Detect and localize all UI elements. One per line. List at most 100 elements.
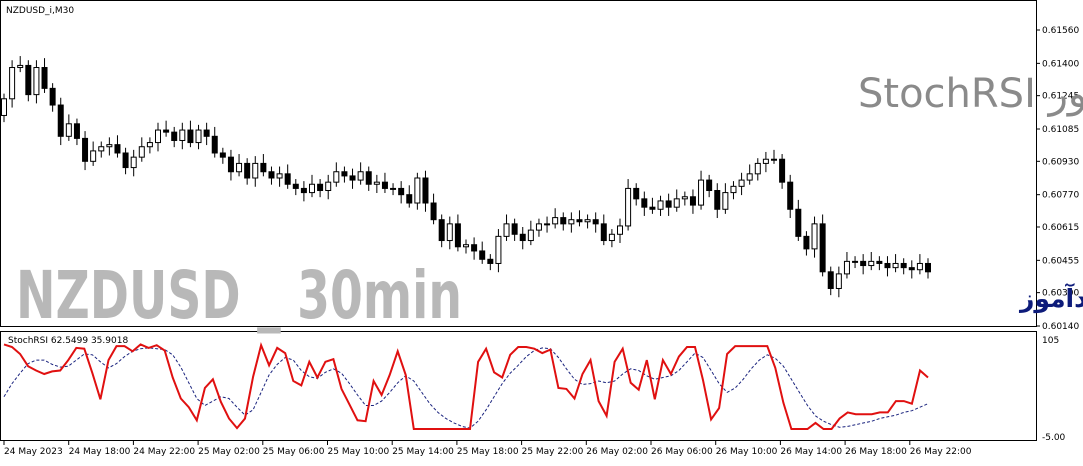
time-tick-label: 24 May 2023 xyxy=(4,447,63,457)
bear-candle xyxy=(900,258,907,275)
bear-candle xyxy=(260,154,267,177)
bull-candle xyxy=(495,229,502,273)
bull-candle xyxy=(698,170,705,210)
time-tick-label: 25 May 06:00 xyxy=(263,447,325,457)
bear-candle xyxy=(795,199,802,241)
bull-candle xyxy=(535,218,542,237)
bear-candle xyxy=(689,189,696,214)
bull-candle xyxy=(414,172,421,210)
bull-candle xyxy=(608,229,615,248)
bull-candle xyxy=(98,141,105,158)
price-tick-label: 0.61400 xyxy=(1042,59,1079,69)
bear-candle xyxy=(398,181,405,204)
bear-candle xyxy=(25,60,32,102)
time-tick-label: 25 May 02:00 xyxy=(198,447,260,457)
bear-candle xyxy=(714,183,721,219)
bull-candle xyxy=(657,195,664,216)
bear-candle xyxy=(187,120,194,148)
bear-candle xyxy=(292,179,299,196)
bull-candle xyxy=(527,220,534,246)
bull-candle xyxy=(195,124,202,150)
bear-candle xyxy=(633,183,640,206)
bull-candle xyxy=(138,137,145,162)
candlestick-series xyxy=(1,56,931,298)
time-axis: 24 May 2023 24 May 18:00 24 May 22:00 25 Ma… xyxy=(3,441,972,457)
bear-candle xyxy=(268,166,275,185)
bull-candle xyxy=(568,212,575,233)
bear-candle xyxy=(925,258,931,279)
stochrsi-lines xyxy=(3,341,929,430)
bear-candle xyxy=(479,241,486,264)
publisher-note: انتشار در سایت سودآموز xyxy=(1018,283,1083,314)
bull-candle xyxy=(730,181,737,200)
stochrsi-main-line xyxy=(3,341,929,430)
bull-candle xyxy=(65,114,72,141)
bear-candle xyxy=(57,97,64,146)
time-tick-label: 26 May 10:00 xyxy=(716,447,778,457)
bear-candle xyxy=(114,135,121,158)
price-tick-label: 0.61245 xyxy=(1042,92,1079,102)
price-axis: 0.61560 0.61400 0.61245 0.61085 0.60930 0.607… xyxy=(1036,26,1079,332)
price-tick-label: 0.61085 xyxy=(1042,125,1079,135)
bear-candle xyxy=(471,237,478,260)
bull-candle xyxy=(811,216,818,258)
bear-candle xyxy=(422,170,429,212)
bear-candle xyxy=(244,158,251,185)
bull-candle xyxy=(9,60,16,108)
bull-candle xyxy=(746,164,753,185)
bull-candle xyxy=(373,174,380,194)
symbol-watermark: NZDUSD _ 30min xyxy=(16,257,462,334)
bear-candle xyxy=(284,164,291,189)
bull-candle xyxy=(892,254,899,273)
bull-candle xyxy=(625,179,632,231)
indicator-scale-top: 105 xyxy=(1042,336,1059,346)
indicator-scale-bottom: -5.00 xyxy=(1042,433,1066,443)
bear-candle xyxy=(706,174,713,198)
indicator-pane-frame xyxy=(0,331,1037,441)
bull-candle xyxy=(852,256,859,269)
bear-candle xyxy=(300,181,307,202)
bear-candle xyxy=(73,118,80,146)
bear-candle xyxy=(908,260,915,279)
bear-candle xyxy=(438,214,445,248)
bull-candle xyxy=(390,183,397,196)
bull-candle xyxy=(276,166,283,187)
bear-candle xyxy=(365,166,372,191)
bull-candle xyxy=(90,141,97,166)
bear-candle xyxy=(560,212,567,231)
bear-candle xyxy=(827,266,834,296)
time-tick-label: 25 May 18:00 xyxy=(457,447,519,457)
bear-candle xyxy=(819,214,826,277)
time-tick-label: 25 May 14:00 xyxy=(392,447,454,457)
price-tick-label: 0.60770 xyxy=(1042,191,1079,201)
bull-candle xyxy=(252,156,259,187)
bull-candle xyxy=(236,154,243,177)
bull-candle xyxy=(673,189,680,212)
bull-candle xyxy=(754,158,761,181)
bull-candle xyxy=(722,183,729,214)
bull-candle xyxy=(17,56,24,73)
price-tick-label: 0.60455 xyxy=(1042,256,1079,266)
bear-candle xyxy=(511,218,518,241)
time-tick-label: 25 May 22:00 xyxy=(522,447,584,457)
bull-candle xyxy=(868,252,875,271)
bear-candle xyxy=(49,83,56,112)
bear-candle xyxy=(430,193,437,225)
price-tick-label: 0.60930 xyxy=(1042,157,1079,167)
bear-candle xyxy=(219,147,226,164)
bull-candle xyxy=(357,162,364,185)
bull-candle xyxy=(179,122,186,150)
bull-candle xyxy=(738,172,745,196)
price-tick-label: 0.60300 xyxy=(1042,289,1079,299)
bear-candle xyxy=(163,120,170,137)
price-tick-label: 0.60615 xyxy=(1042,223,1079,233)
bear-candle xyxy=(592,212,599,233)
bull-candle xyxy=(446,216,453,250)
bear-candle xyxy=(519,226,526,250)
bull-candle xyxy=(835,266,842,298)
time-tick-label: 26 May 06:00 xyxy=(651,447,713,457)
bear-candle xyxy=(884,256,891,277)
bull-candle xyxy=(33,60,40,104)
